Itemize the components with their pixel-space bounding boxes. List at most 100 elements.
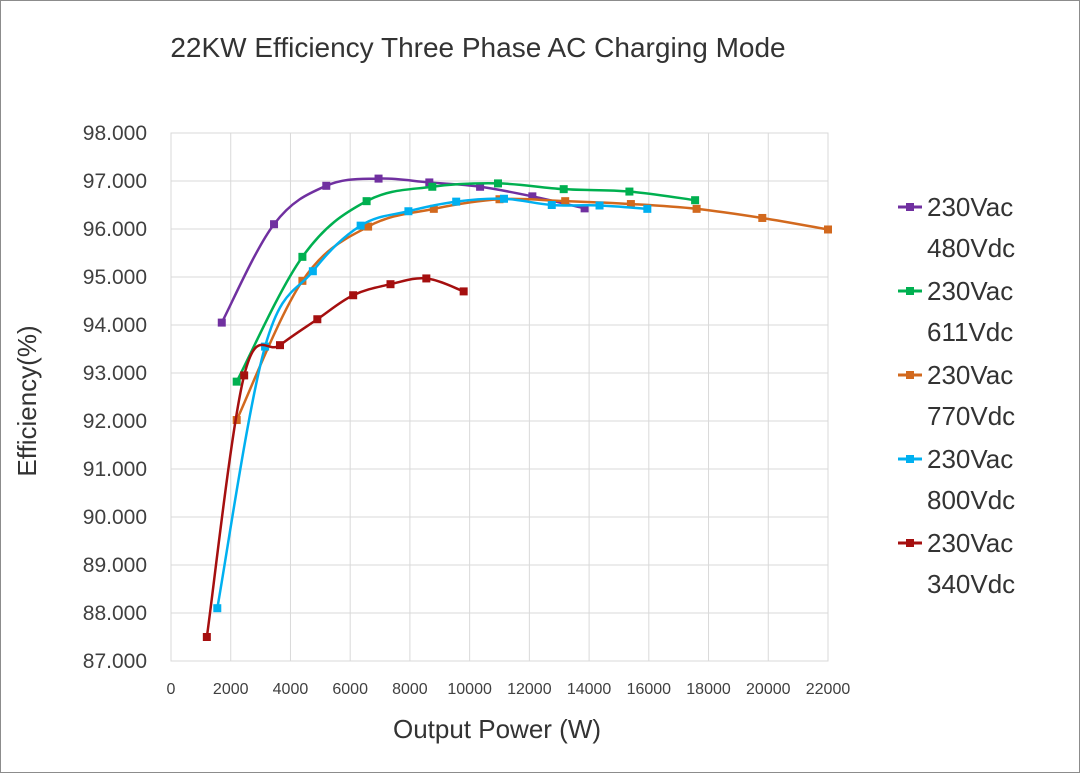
data-point — [528, 192, 537, 201]
data-point — [625, 187, 634, 196]
legend: 230Vac480Vdc230Vac611Vdc230Vac770Vdc230V… — [898, 192, 1015, 599]
data-point — [356, 221, 365, 230]
data-point — [298, 252, 307, 261]
data-point — [559, 185, 568, 194]
data-point — [313, 315, 322, 324]
data-point — [364, 222, 373, 231]
data-point — [691, 196, 700, 205]
data-point — [476, 182, 485, 191]
data-point — [547, 201, 556, 209]
legend-swatch-marker — [906, 203, 914, 211]
legend-swatch-marker — [906, 371, 914, 379]
data-point — [692, 204, 701, 213]
series-layer — [202, 174, 832, 641]
y-tick-label: 96.000 — [83, 218, 147, 241]
legend-swatch-marker — [906, 287, 914, 295]
data-point — [202, 633, 211, 641]
data-point — [429, 204, 438, 213]
data-point — [499, 194, 508, 203]
data-point — [824, 225, 832, 234]
x-tick-label: 18000 — [686, 681, 731, 698]
legend-swatch-marker — [906, 539, 914, 547]
series-800vdc — [213, 194, 652, 613]
series-line — [216, 197, 648, 609]
data-point — [270, 220, 279, 229]
data-point — [758, 213, 767, 222]
data-point — [308, 267, 317, 276]
data-point — [217, 318, 226, 327]
y-tick-label: 89.000 — [83, 554, 147, 577]
data-point — [232, 377, 241, 386]
legend-swatch-marker — [906, 455, 914, 463]
x-tick-label: 6000 — [332, 681, 368, 698]
y-tick-label: 90.000 — [83, 506, 147, 529]
x-axis-label: Output Power (W) — [393, 714, 601, 744]
data-point — [428, 182, 437, 191]
legend-label-line2: 770Vdc — [927, 401, 1015, 431]
legend-label-line1: 230Vac — [927, 528, 1013, 558]
data-point — [452, 197, 461, 206]
legend-label-line2: 340Vdc — [927, 569, 1015, 599]
data-point — [422, 274, 431, 283]
data-point — [322, 181, 331, 190]
x-tick-label: 14000 — [567, 681, 612, 698]
legend-label-line2: 611Vdc — [927, 317, 1013, 347]
series-480vdc — [217, 174, 589, 327]
x-tick-label: 4000 — [273, 681, 309, 698]
data-point — [362, 197, 371, 206]
chart-title: 22KW Efficiency Three Phase AC Charging … — [170, 32, 785, 63]
data-point — [374, 174, 383, 183]
x-tick-label: 20000 — [746, 681, 791, 698]
data-point — [386, 280, 395, 289]
data-point — [404, 207, 413, 216]
data-point — [595, 201, 604, 210]
x-tick-label: 16000 — [627, 681, 672, 698]
legend-label-line2: 800Vdc — [927, 485, 1015, 515]
data-point — [213, 604, 222, 613]
y-tick-label: 95.000 — [83, 266, 147, 289]
x-tick-label: 0 — [167, 681, 176, 698]
series-line — [205, 276, 465, 638]
plot-axes — [170, 132, 829, 662]
legend-label-line1: 230Vac — [927, 444, 1013, 474]
x-tick-label: 12000 — [507, 681, 552, 698]
y-tick-label: 97.000 — [83, 170, 147, 193]
x-tick-label: 22000 — [806, 681, 851, 698]
legend-entry: 230Vac 770Vdc — [898, 360, 1015, 431]
legend-label-line1: 230Vac — [927, 276, 1013, 306]
legend-label-line1: 230Vac — [927, 192, 1013, 222]
series-770vdc — [232, 195, 832, 425]
x-tick-label: 2000 — [213, 681, 249, 698]
legend-entry: 230Vac 800Vdc — [898, 444, 1015, 515]
series-340vdc — [202, 274, 468, 641]
legend-entry: 230Vac 340Vdc — [898, 528, 1015, 599]
x-tick-label: 8000 — [392, 681, 428, 698]
data-point — [561, 197, 570, 206]
y-tick-label: 93.000 — [83, 362, 147, 385]
legend-label-line2: 480Vdc — [927, 233, 1015, 263]
data-point — [425, 178, 434, 187]
data-point — [626, 200, 635, 209]
data-point — [580, 204, 589, 213]
y-axis-ticks: 98.000 97.000 96.000 95.000 94.000 93.000 92.0… — [83, 122, 147, 673]
data-point — [276, 341, 285, 350]
legend-label-line1: 230Vac — [927, 360, 1013, 390]
y-tick-label: 87.000 — [83, 650, 147, 673]
plot-area-border — [170, 132, 829, 662]
legend-entry: 230Vac 611Vdc — [898, 276, 1013, 347]
y-tick-label: 91.000 — [83, 458, 147, 481]
y-tick-label: 98.000 — [83, 122, 147, 145]
x-axis-ticks: 0 2000 4000 6000 8000 10000 12000 14000 16000 180… — [167, 681, 851, 698]
data-point — [240, 371, 249, 380]
legend-entry: 230Vac 480Vdc — [898, 192, 1015, 263]
y-tick-label: 92.000 — [83, 410, 147, 433]
y-tick-label: 88.000 — [83, 602, 147, 625]
data-point — [261, 342, 270, 351]
data-point — [349, 291, 358, 300]
x-tick-label: 10000 — [447, 681, 492, 698]
data-point — [494, 179, 503, 188]
data-point — [459, 287, 468, 296]
data-point — [643, 204, 652, 213]
